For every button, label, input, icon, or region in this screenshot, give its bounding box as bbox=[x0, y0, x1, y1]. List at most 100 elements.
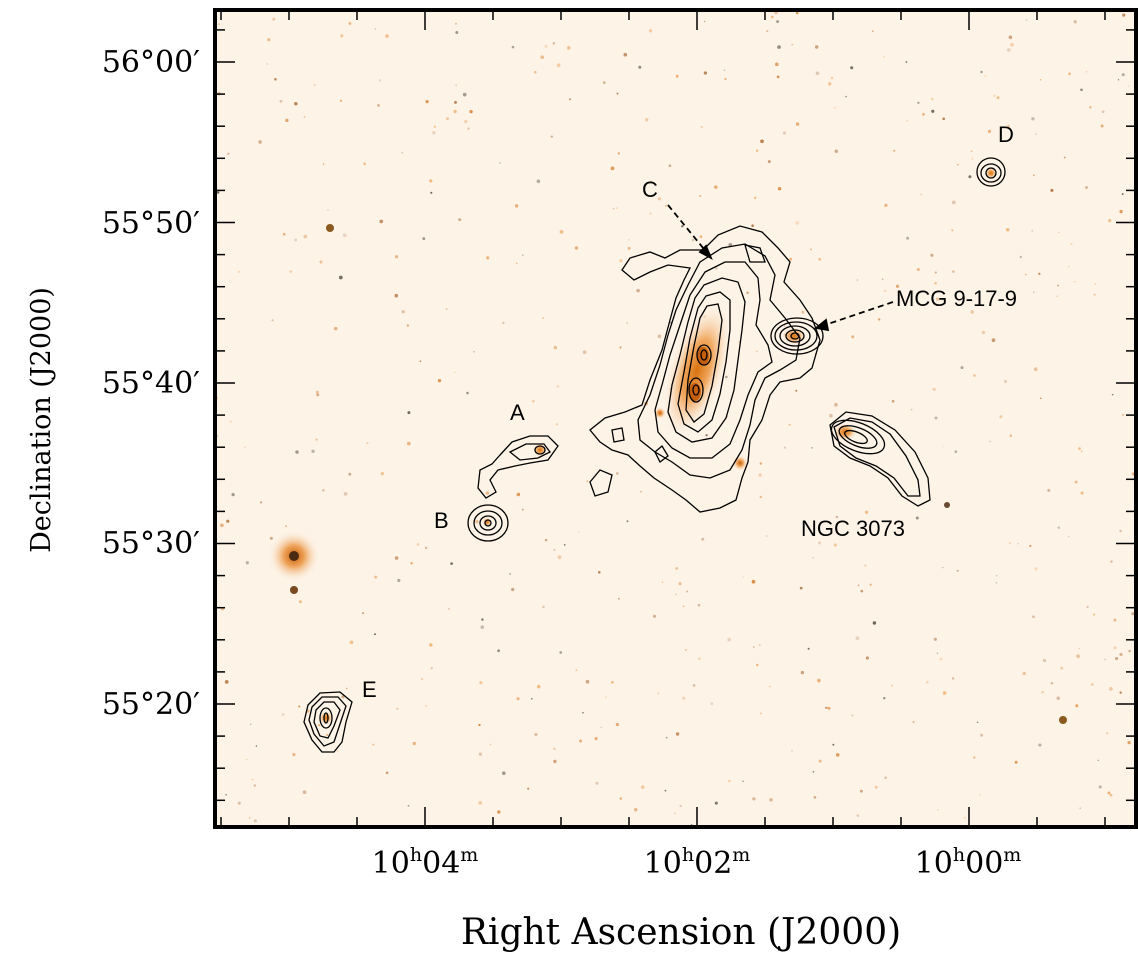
field-star bbox=[775, 62, 779, 67]
field-star bbox=[999, 415, 1003, 419]
field-star bbox=[281, 713, 285, 716]
field-star bbox=[777, 186, 782, 191]
field-star bbox=[1127, 85, 1130, 87]
field-star bbox=[586, 480, 589, 483]
field-star bbox=[758, 643, 761, 646]
field-star bbox=[579, 739, 583, 743]
field-star bbox=[971, 158, 974, 160]
field-star bbox=[550, 135, 553, 138]
field-star bbox=[424, 546, 428, 550]
contour-b bbox=[479, 515, 497, 531]
field-star bbox=[532, 399, 535, 403]
field-star bbox=[553, 345, 558, 350]
field-star bbox=[984, 75, 987, 77]
field-star bbox=[1041, 691, 1044, 694]
field-star bbox=[971, 300, 973, 302]
field-star bbox=[348, 21, 352, 25]
field-star bbox=[725, 375, 728, 379]
plot-frame bbox=[213, 8, 1138, 829]
field-star bbox=[895, 284, 900, 288]
label-d: D bbox=[998, 122, 1014, 147]
field-star bbox=[989, 440, 991, 443]
contour-e bbox=[319, 707, 333, 729]
field-star bbox=[835, 753, 840, 757]
field-star bbox=[760, 139, 764, 144]
field-star bbox=[934, 281, 937, 285]
field-star bbox=[250, 723, 252, 725]
field-star bbox=[430, 191, 433, 194]
field-star bbox=[1006, 48, 1011, 52]
field-star bbox=[1086, 605, 1089, 609]
field-star bbox=[995, 574, 998, 577]
field-star bbox=[818, 759, 822, 763]
field-star bbox=[884, 290, 886, 292]
field-star bbox=[563, 544, 566, 546]
field-star bbox=[1038, 272, 1041, 275]
field-star bbox=[760, 712, 762, 715]
field-star bbox=[1068, 72, 1071, 76]
field-star bbox=[728, 242, 733, 247]
field-star bbox=[374, 633, 376, 636]
field-star bbox=[829, 413, 833, 418]
field-star bbox=[755, 149, 759, 152]
field-star bbox=[249, 817, 251, 819]
field-star bbox=[1104, 658, 1106, 661]
field-star bbox=[1127, 740, 1131, 745]
field-star bbox=[1067, 265, 1070, 268]
field-star bbox=[534, 70, 537, 74]
field-star bbox=[905, 61, 908, 63]
field-star bbox=[319, 260, 323, 264]
field-star bbox=[446, 117, 449, 121]
field-star bbox=[1101, 110, 1105, 114]
field-star bbox=[522, 254, 524, 256]
field-star bbox=[318, 724, 321, 727]
field-star bbox=[703, 71, 708, 75]
field-star bbox=[445, 308, 448, 310]
field-star bbox=[454, 100, 457, 104]
contour-main-blob bbox=[654, 445, 669, 463]
field-star bbox=[675, 593, 677, 596]
field-star bbox=[395, 255, 399, 259]
field-star bbox=[361, 611, 365, 615]
field-star bbox=[511, 45, 515, 49]
field-star bbox=[430, 667, 433, 670]
field-star bbox=[294, 101, 298, 106]
field-star bbox=[807, 647, 810, 650]
field-star bbox=[834, 402, 838, 407]
field-star bbox=[883, 56, 885, 58]
field-star bbox=[284, 525, 288, 528]
contour-b bbox=[467, 504, 509, 542]
contour-ngc3073 bbox=[844, 429, 868, 445]
field-star bbox=[585, 679, 590, 684]
field-star bbox=[225, 794, 227, 796]
field-star bbox=[1050, 681, 1054, 685]
galaxy-main-optical bbox=[662, 302, 732, 438]
field-star bbox=[1121, 73, 1125, 77]
field-star bbox=[664, 789, 667, 792]
field-star bbox=[1057, 526, 1060, 529]
field-star bbox=[1092, 613, 1096, 616]
field-star bbox=[653, 614, 656, 618]
field-star bbox=[412, 741, 416, 746]
field-star bbox=[827, 706, 831, 710]
field-star bbox=[1131, 612, 1135, 616]
field-star bbox=[397, 578, 401, 583]
xtick-label: 10h04m bbox=[372, 844, 479, 881]
field-star bbox=[553, 759, 557, 764]
field-star bbox=[553, 747, 556, 751]
field-star bbox=[294, 238, 298, 242]
field-star bbox=[425, 99, 429, 104]
field-star bbox=[462, 92, 467, 97]
contour-main-4 bbox=[667, 277, 746, 443]
field-star bbox=[770, 15, 774, 19]
field-star bbox=[1078, 447, 1081, 450]
field-star bbox=[285, 118, 289, 123]
field-star bbox=[552, 42, 556, 45]
field-star bbox=[626, 520, 629, 523]
field-star bbox=[1085, 186, 1088, 189]
field-star bbox=[556, 63, 561, 68]
field-star bbox=[553, 548, 556, 551]
bright-star bbox=[289, 551, 299, 561]
field-star bbox=[636, 288, 640, 293]
field-star bbox=[1074, 480, 1078, 484]
